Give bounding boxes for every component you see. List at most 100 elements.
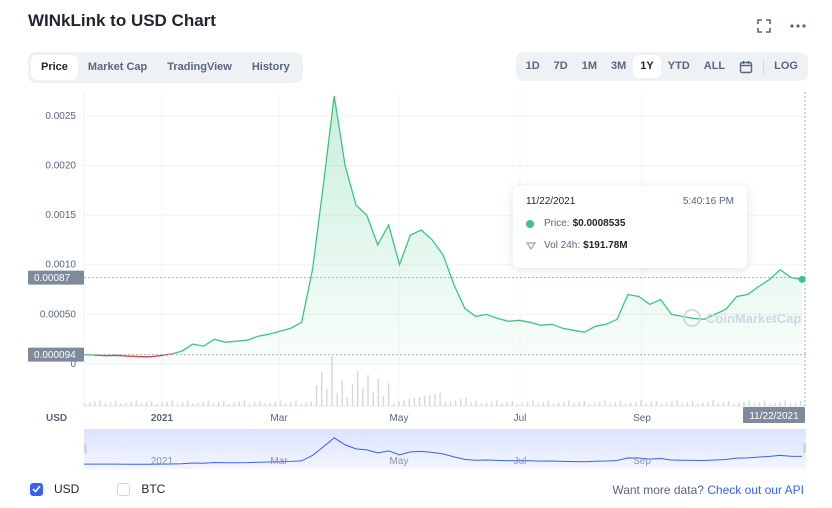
currency-toggles: USD BTC [30,482,203,496]
volume-bar [630,402,632,406]
volume-bar [666,402,668,406]
range-1d[interactable]: 1D [525,60,540,72]
usd-checkbox[interactable] [30,482,43,496]
volume-bar [300,404,302,406]
navigator-line [84,437,803,465]
tab-price[interactable]: Price [31,55,78,80]
range-1y[interactable]: 1Y [633,55,661,78]
volume-bar [578,402,580,406]
range-1m[interactable]: 1M [581,60,598,72]
volume-bar [429,395,431,406]
volume-bar [743,401,745,406]
volume-bar [279,400,282,406]
volume-bar [89,402,91,406]
tab-market-cap[interactable]: Market Cap [87,61,148,73]
volume-bar [604,400,606,406]
volume-bar [310,401,313,406]
x-tick-label: Sep [633,413,651,424]
volume-bar [274,401,276,406]
volume-bar [516,404,519,406]
volume-bar [331,356,333,406]
volume-bar [114,401,117,406]
volume-bar [769,404,771,406]
range-separator [763,59,765,74]
navigator-window [84,429,806,469]
volume-bar [372,392,374,406]
volume-bar [202,401,204,406]
navigator-tick-label: Mar [270,456,288,467]
volume-bar [676,400,678,406]
range-3m[interactable]: 3M [611,60,627,72]
volume-bar [341,380,343,406]
volume-bar [702,402,704,406]
volume-bar [393,403,395,406]
volume-bar [398,401,400,406]
api-promo-text: Want more data? [612,483,704,497]
volume-bar [259,401,261,406]
usd-label[interactable]: USD [54,482,80,496]
volume-bar [789,403,792,406]
volume-bar [686,402,689,406]
range-all[interactable]: ALL [703,60,726,72]
tooltip-time: 5:40:16 PM [682,196,734,207]
btc-label[interactable]: BTC [141,482,166,496]
volume-bar [800,401,802,406]
volume-bar [645,403,647,406]
start-price-label-box [28,347,84,362]
volume-bar [140,403,143,406]
volume-bar [413,398,416,406]
volume-bar [449,401,452,406]
btc-checkbox[interactable] [117,482,131,496]
tab-tradingview[interactable]: TradingView [167,61,232,73]
volume-bar [614,402,616,406]
more-icon[interactable] [788,16,808,36]
volume-bar [691,401,694,406]
tab-history[interactable]: History [251,61,290,73]
calendar-icon[interactable] [732,55,760,78]
volume-bar [727,401,730,406]
volume-icon [526,241,536,250]
volume-bar [733,404,735,406]
volume-bar [696,404,699,406]
x-tick-label: Mar [270,413,288,424]
api-link[interactable]: Check out our API [707,483,804,497]
fullscreen-icon[interactable] [754,16,774,36]
volume-bar [120,404,122,406]
volume-bar [758,402,761,406]
volume-bar [403,400,405,406]
y-tick-label: 0.0020 [45,160,76,171]
tooltip-price-label: Price: [544,218,570,229]
x-tick-label: Jul [514,413,527,424]
volume-bar [460,399,462,406]
volume-bar [573,403,575,406]
volume-bar [187,401,189,406]
volume-bar [357,371,359,406]
volume-bar [439,393,441,406]
volume-bar [542,402,544,406]
range-ytd[interactable]: YTD [667,60,690,72]
navigator-handle-left [84,443,87,453]
volume-bar [753,403,756,406]
volume-bar [176,403,179,406]
log-toggle[interactable]: LOG [774,60,798,72]
y-tick-label: 0.0015 [45,210,76,221]
volume-bar [490,401,493,406]
volume-bar [192,404,194,406]
volume-bar [84,404,86,406]
volume-bar [166,401,168,406]
volume-bar [485,402,488,406]
volume-bar [387,383,390,406]
volume-bar [563,401,565,406]
volume-bar [423,396,426,406]
x-tick-label: May [390,413,409,424]
volume-bar [207,400,210,406]
y-tick-label: 0.00050 [40,309,77,320]
volume-bar [609,403,611,406]
volume-bar [212,403,215,406]
volume-bar [238,401,240,406]
volume-bar [774,402,776,406]
volume-bar [640,400,642,406]
volume-bar [264,404,266,406]
range-7d[interactable]: 7D [553,60,568,72]
